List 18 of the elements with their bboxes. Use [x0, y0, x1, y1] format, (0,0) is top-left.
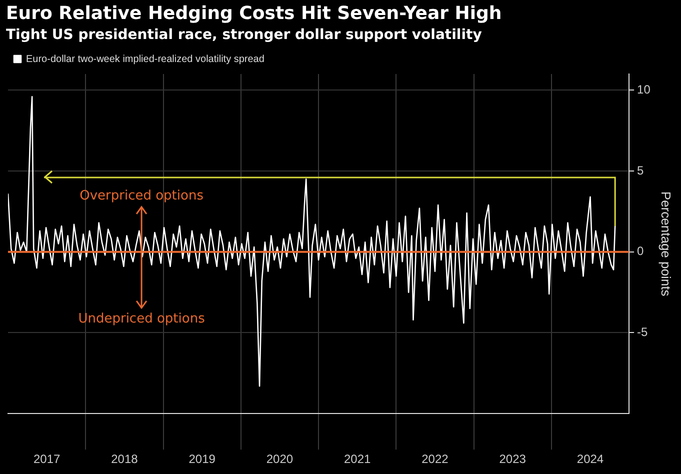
x-tick-label: 2024 [576, 452, 604, 466]
x-tick-label: 2018 [111, 452, 138, 466]
annotation: Undepriced options [78, 311, 206, 326]
y-tick-label: -5 [637, 325, 648, 340]
y-tick-label: 10 [637, 82, 651, 96]
x-tick-label: 2023 [499, 452, 526, 466]
x-tick-label: 2021 [344, 452, 372, 466]
y-tick-label: 0 [637, 244, 644, 258]
x-tick-label: 2019 [188, 452, 216, 466]
y-axis-title: Percentage points [658, 191, 674, 297]
annotation: Overpriced options [80, 188, 204, 204]
chart-subtitle: Tight US presidential race, stronger dollar support volatility [6, 27, 482, 43]
chart-title: Euro Relative Hedging Costs Hit Seven-Year High [6, 3, 502, 24]
x-tick-label: 2017 [33, 452, 60, 466]
x-tick-label: 2022 [422, 452, 449, 466]
y-tick-label: 5 [637, 163, 644, 178]
x-tick-label: 2020 [266, 452, 294, 466]
legend-label: Euro-dollar two-week implied-realized volatility spread [26, 54, 264, 65]
